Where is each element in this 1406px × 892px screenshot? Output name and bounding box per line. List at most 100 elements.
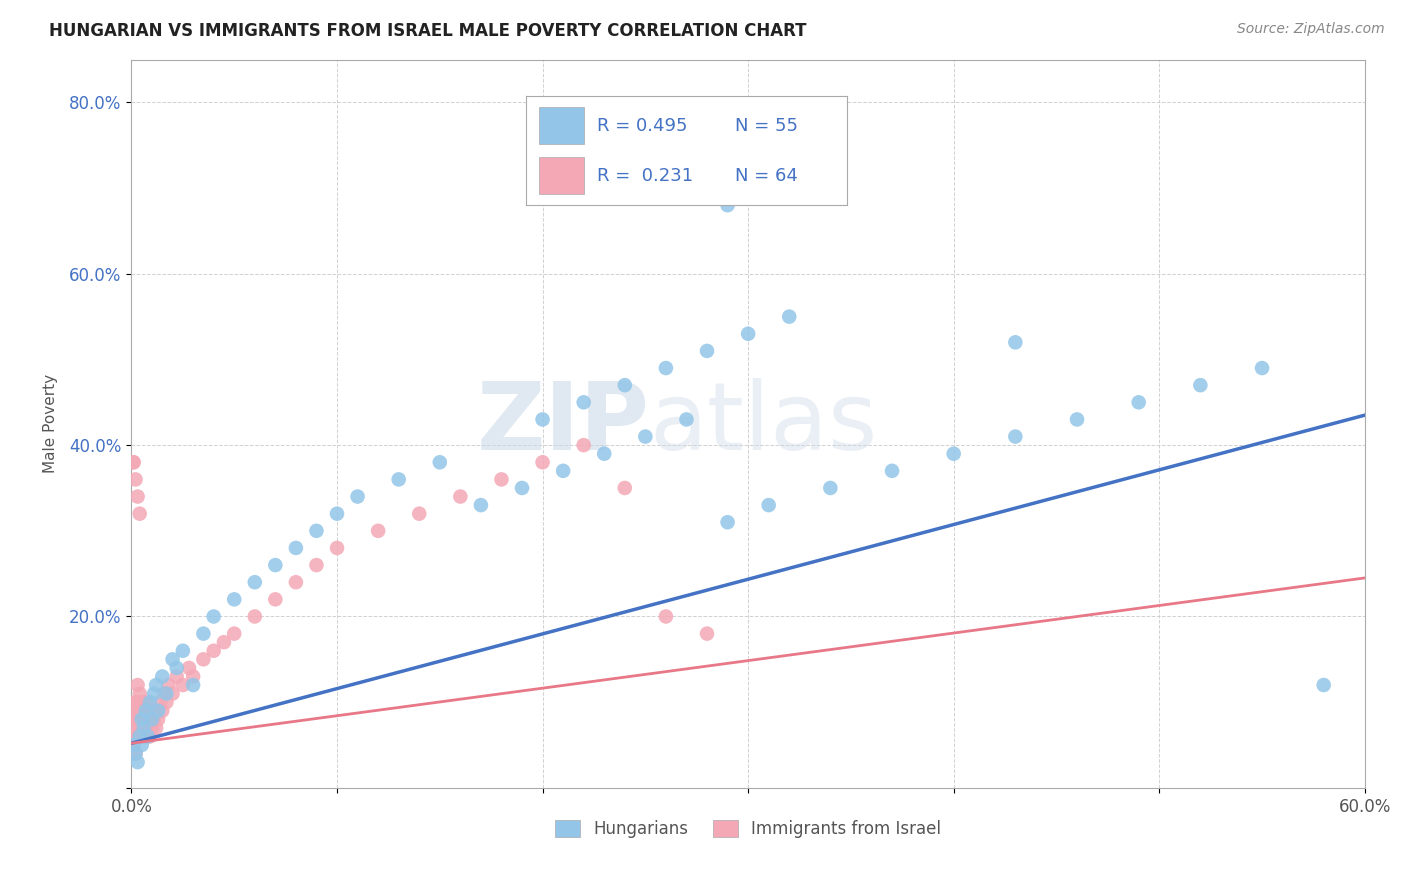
Point	[124, 695, 146, 709]
Point	[1066, 412, 1088, 426]
Point	[155, 695, 177, 709]
Point	[367, 524, 389, 538]
Point	[1004, 335, 1026, 350]
Point	[124, 472, 146, 486]
Point	[131, 695, 153, 709]
Point	[128, 704, 150, 718]
Point	[181, 669, 204, 683]
Point	[128, 687, 150, 701]
Point	[634, 429, 657, 443]
Point	[243, 575, 266, 590]
Point	[613, 378, 636, 392]
Point	[284, 541, 307, 555]
Point	[155, 687, 177, 701]
Point	[224, 626, 246, 640]
Point	[326, 507, 349, 521]
Point	[131, 730, 153, 744]
Text: Source: ZipAtlas.com: Source: ZipAtlas.com	[1237, 22, 1385, 37]
Point	[139, 695, 162, 709]
Text: atlas: atlas	[650, 377, 877, 470]
Point	[491, 472, 513, 486]
Point	[166, 669, 188, 683]
Point	[141, 721, 163, 735]
Point	[264, 592, 287, 607]
Point	[141, 704, 163, 718]
Point	[429, 455, 451, 469]
Point	[136, 721, 159, 735]
Point	[1189, 378, 1212, 392]
Point	[143, 687, 166, 701]
Point	[139, 730, 162, 744]
Point	[326, 541, 349, 555]
Point	[572, 438, 595, 452]
Point	[243, 609, 266, 624]
Point	[305, 524, 328, 538]
Point	[127, 730, 149, 744]
Point	[820, 481, 842, 495]
Point	[177, 661, 200, 675]
Point	[716, 515, 738, 529]
Point	[212, 635, 235, 649]
Point	[122, 455, 145, 469]
Point	[172, 644, 194, 658]
Point	[148, 712, 170, 726]
Point	[135, 704, 157, 718]
Point	[135, 730, 157, 744]
Point	[124, 747, 146, 761]
Point	[166, 661, 188, 675]
Point	[145, 704, 167, 718]
Point	[149, 695, 172, 709]
Point	[284, 575, 307, 590]
Point	[132, 721, 155, 735]
Point	[264, 558, 287, 573]
Point	[193, 626, 215, 640]
Point	[572, 395, 595, 409]
Point	[1251, 361, 1274, 376]
Point	[122, 738, 145, 752]
Point	[1004, 429, 1026, 443]
Point	[157, 678, 180, 692]
Point	[143, 712, 166, 726]
Point	[136, 704, 159, 718]
Point	[122, 455, 145, 469]
Point	[139, 712, 162, 726]
Point	[305, 558, 328, 573]
Point	[128, 507, 150, 521]
Point	[122, 738, 145, 752]
Point	[162, 652, 184, 666]
Point	[128, 721, 150, 735]
Point	[124, 712, 146, 726]
Point	[131, 712, 153, 726]
Point	[132, 721, 155, 735]
Point	[675, 412, 697, 426]
Point	[655, 361, 678, 376]
Point	[122, 721, 145, 735]
Y-axis label: Male Poverty: Male Poverty	[44, 374, 58, 474]
Point	[181, 678, 204, 692]
Point	[131, 738, 153, 752]
Point	[127, 712, 149, 726]
Point	[531, 455, 554, 469]
Point	[510, 481, 533, 495]
Point	[148, 704, 170, 718]
Point	[162, 687, 184, 701]
Text: ZIP: ZIP	[477, 377, 650, 470]
Point	[778, 310, 800, 324]
Point	[696, 626, 718, 640]
Point	[346, 490, 368, 504]
Point	[153, 687, 176, 701]
Point	[127, 755, 149, 769]
Point	[470, 498, 492, 512]
Point	[135, 712, 157, 726]
Point	[613, 481, 636, 495]
Point	[131, 712, 153, 726]
Point	[132, 704, 155, 718]
Point	[172, 678, 194, 692]
Point	[122, 730, 145, 744]
Point	[127, 695, 149, 709]
Point	[737, 326, 759, 341]
Point	[388, 472, 411, 486]
Point	[655, 609, 678, 624]
Point	[150, 704, 173, 718]
Point	[880, 464, 903, 478]
